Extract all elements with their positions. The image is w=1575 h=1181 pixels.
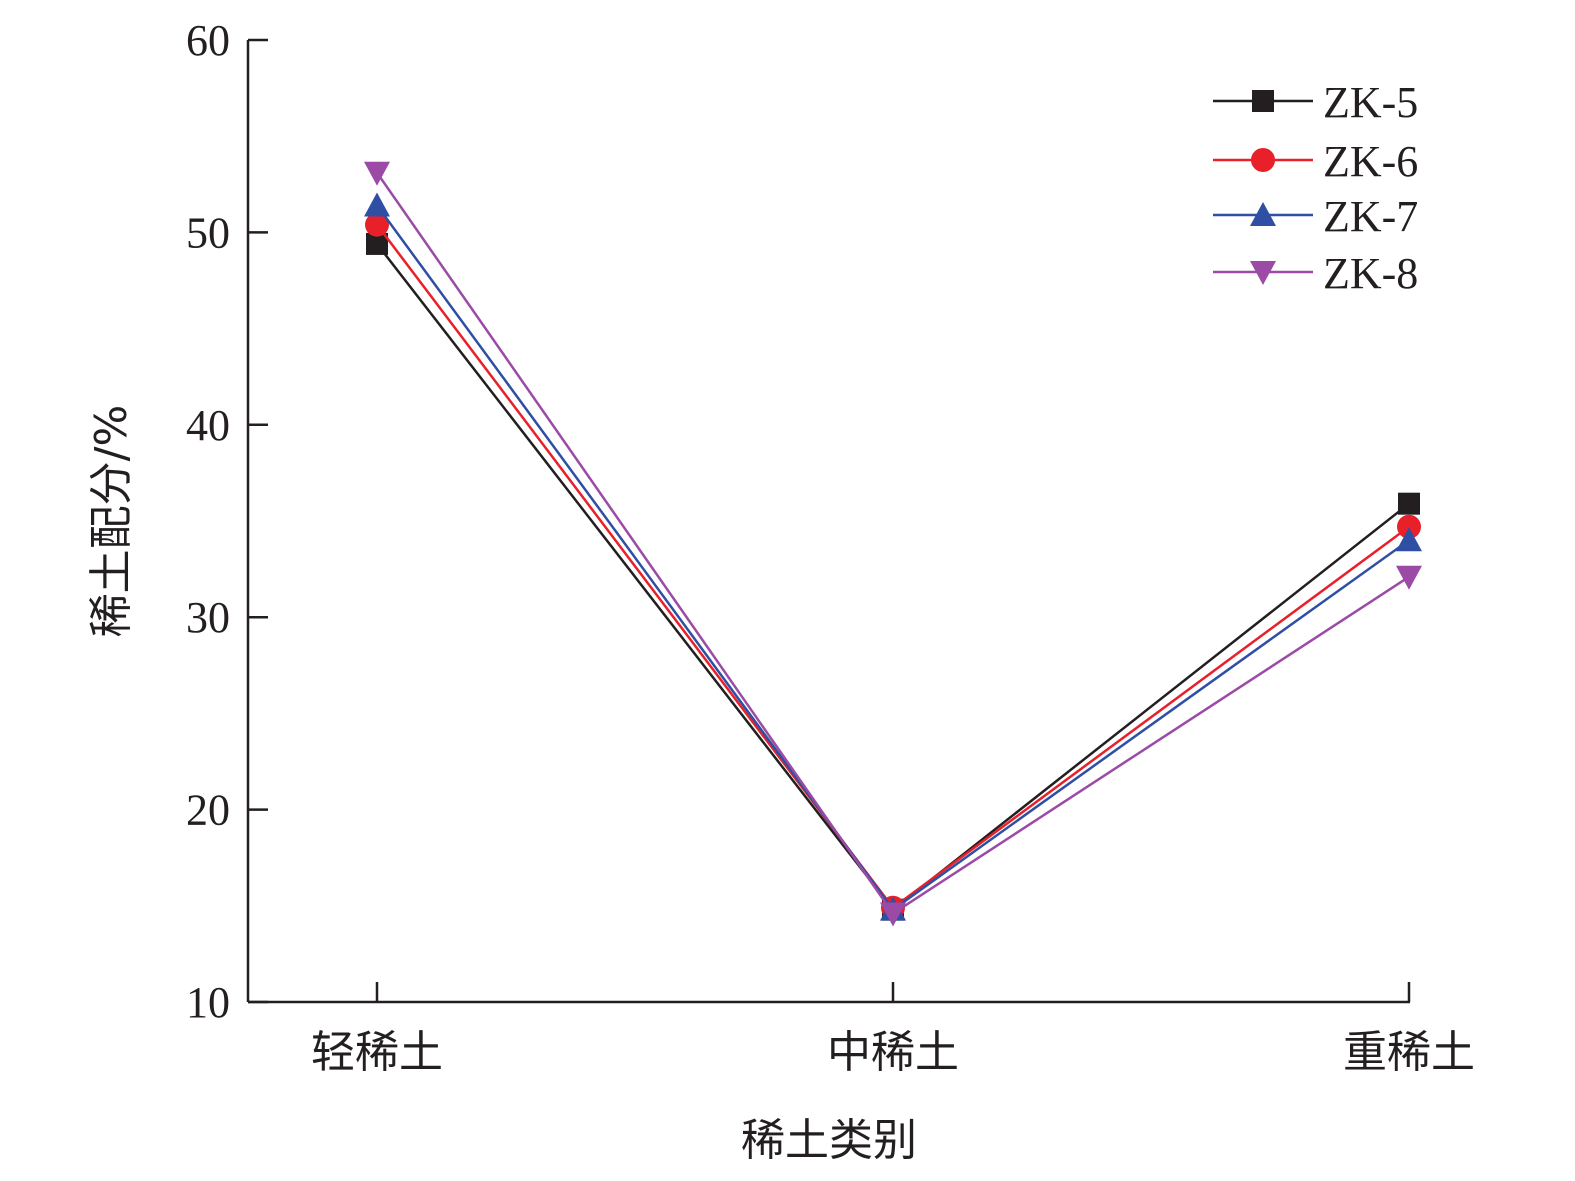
- legend-marker: [1252, 90, 1274, 112]
- legend-item: ZK-7: [1213, 192, 1418, 241]
- data-point: [1396, 527, 1422, 552]
- series-line: [376, 243, 1410, 912]
- series-zk-7: [364, 192, 1422, 921]
- y-tick-label: 60: [186, 16, 230, 65]
- data-point: [880, 902, 906, 927]
- data-point: [364, 161, 390, 186]
- x-tick-label: 重稀土: [1343, 1027, 1475, 1078]
- data-point: [366, 232, 388, 255]
- legend-marker: [1250, 202, 1276, 226]
- series-line: [376, 223, 1410, 910]
- legend-item: ZK-8: [1213, 249, 1418, 298]
- data-point: [365, 212, 389, 237]
- y-axis-title: 稀土配分/%: [86, 405, 137, 638]
- y-tick-label: 40: [186, 401, 230, 450]
- legend-label: ZK-8: [1323, 249, 1418, 298]
- legend-label: ZK-6: [1323, 137, 1418, 186]
- series-zk-5: [366, 232, 1420, 921]
- series-zk-6: [365, 212, 1421, 920]
- data-point: [1396, 565, 1422, 590]
- legend: ZK-5 ZK-6 ZK-7 ZK-8: [1213, 78, 1418, 298]
- y-tick-label: 50: [186, 208, 230, 257]
- legend-item: ZK-5: [1213, 78, 1418, 127]
- x-tick-label: 轻稀土: [311, 1027, 443, 1078]
- legend-label: ZK-7: [1323, 192, 1418, 241]
- series-layer: [364, 161, 1422, 927]
- legend-label: ZK-5: [1323, 78, 1418, 127]
- legend-item: ZK-6: [1213, 137, 1418, 186]
- y-tick-label: 30: [186, 593, 230, 642]
- data-point: [1398, 492, 1420, 515]
- series-zk-8: [364, 161, 1422, 927]
- y-tick-label: 10: [186, 978, 230, 1027]
- legend-marker: [1251, 148, 1275, 172]
- data-point: [364, 192, 390, 217]
- y-tick-label: 20: [186, 786, 230, 835]
- axes: 10 20 30 40 50 60 轻稀土 中稀土 重稀土: [186, 16, 1475, 1078]
- x-tick-label: 中稀土: [827, 1027, 959, 1078]
- x-axis-title: 稀土类别: [741, 1115, 917, 1166]
- data-point: [1397, 514, 1421, 539]
- legend-marker: [1250, 261, 1276, 285]
- series-line: [375, 172, 1410, 916]
- series-line: [375, 204, 1410, 912]
